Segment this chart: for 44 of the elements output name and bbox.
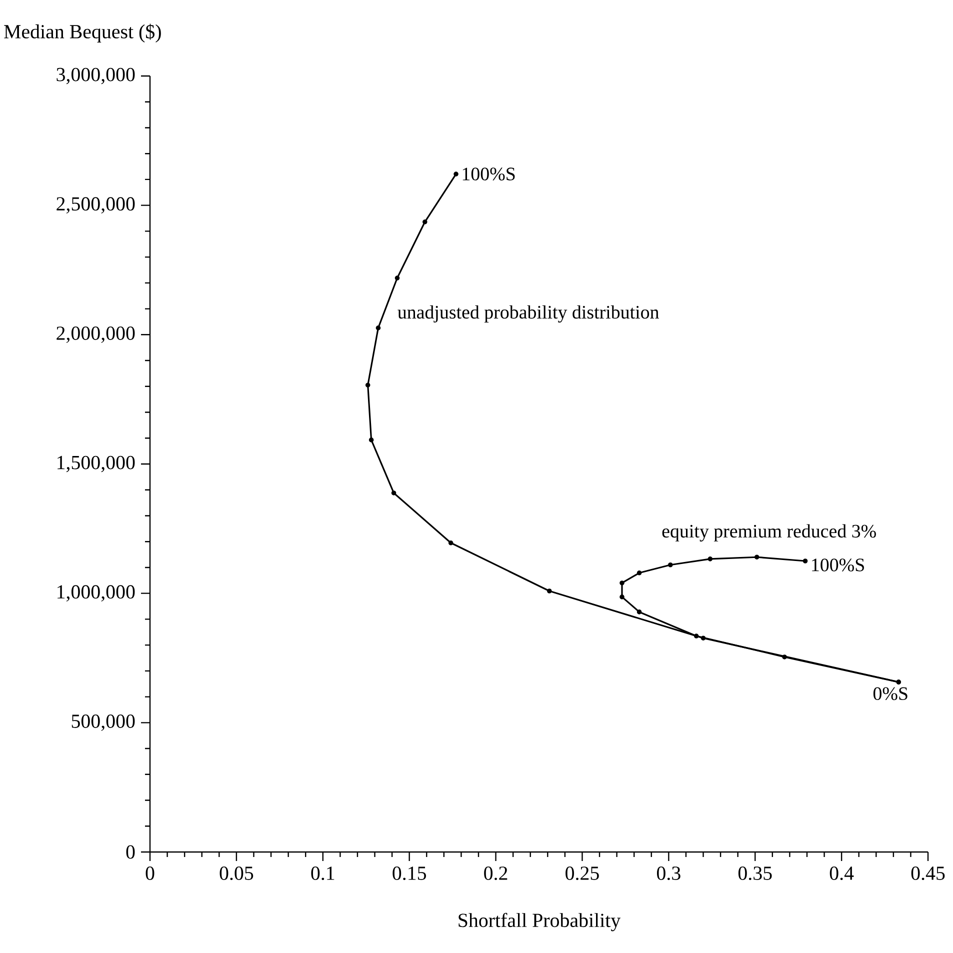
x-tick-label: 0.2 [484,866,508,880]
y-tick-label: 500,000 [72,714,135,731]
point [391,490,396,496]
annotation: unadjusted probability distribution [398,305,659,323]
x-tick-label: 0.35 [738,866,772,880]
point [782,654,787,660]
annotation: 100%S [462,168,515,180]
point [620,580,624,586]
annotation: 0%S [873,687,908,700]
point [454,172,458,176]
annotation: equity premium reduced 3% [662,524,876,542]
point [368,438,374,442]
y-axis-title: Median Bequest ($) [4,24,161,42]
point [636,570,642,576]
x-tick-label: 0.15 [392,866,426,880]
point [694,634,699,638]
point [422,219,428,224]
point [448,540,454,546]
x-tick-label: 0.05 [220,866,254,880]
y-tick-label: 1,000,000 [58,585,135,602]
x-tick-label: 0 [146,866,154,880]
x-tick-label: 0.1 [311,866,334,880]
point [620,594,624,600]
point [802,558,808,564]
y-tick-label: 3,000,000 [56,68,135,84]
point [394,276,400,280]
point [365,382,370,388]
y-tick-label: 1,500,000 [58,456,135,472]
y-tick-label: 0 [126,845,135,859]
point [668,562,673,568]
point [376,326,381,330]
x-tick-label: 0.4 [830,866,854,880]
annotation: 100%S [812,558,864,572]
y-tick-label: 2,500,000 [56,197,135,214]
point [754,554,760,560]
point [546,588,552,594]
x-axis-title: Shortfall Probability [458,912,621,932]
x-tick-label: 0.25 [566,866,599,880]
y-tick-label: 2,000,000 [56,326,135,343]
x-tick-label: 0.3 [656,866,680,880]
point [700,636,706,640]
point [636,610,642,614]
point [708,556,713,562]
x-tick-label: 0.45 [911,866,945,880]
